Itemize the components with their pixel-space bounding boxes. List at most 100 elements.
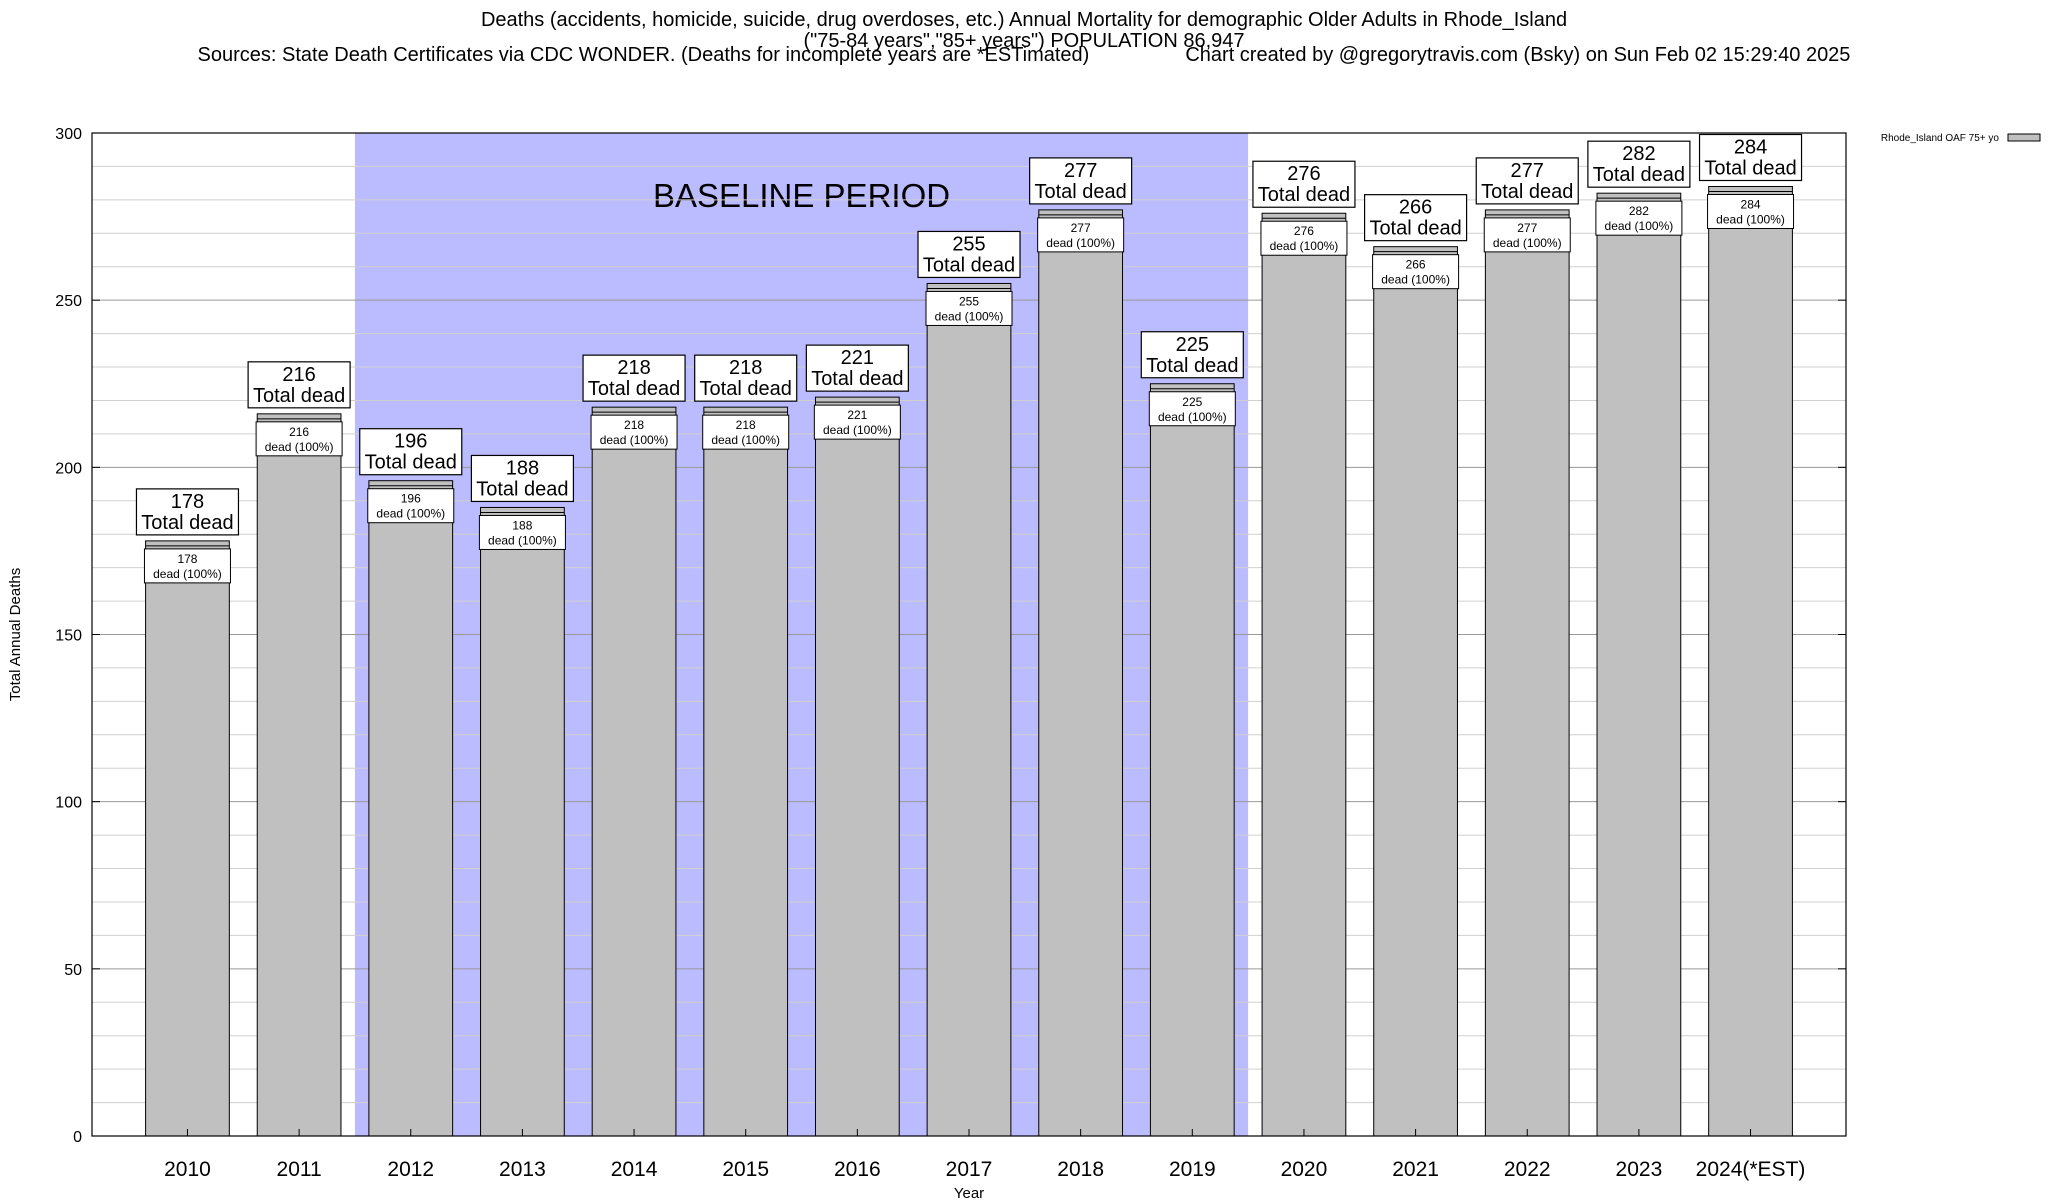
inner-percent-label: dead (100%) [1158,410,1227,424]
legend-swatch [2007,133,2041,142]
inner-percent-label: dead (100%) [935,309,1004,323]
total-dead-label: Total dead [1258,184,1350,206]
bar [814,396,900,1137]
chart-sources: Sources: State Death Certificates via CD… [197,44,1090,66]
bar [1708,185,1793,1137]
inner-percent-label: dead (100%) [1046,236,1115,250]
total-label-box [1252,160,1356,208]
total-dead-label: Total dead [1704,157,1796,179]
category-label: 2010 [164,1158,211,1181]
category-label: 2015 [722,1158,769,1181]
inner-percent-label: dead (100%) [1270,239,1339,253]
total-dead-label: Total dead [588,378,680,400]
inner-percent-label: dead (100%) [153,567,222,581]
inner-label-box [590,414,678,450]
bar [926,282,1012,1137]
total-label-box [1140,331,1244,379]
total-value-label: 277 [1511,160,1544,182]
bar [145,540,230,1137]
total-value-label: 277 [1064,160,1097,182]
total-value-label: 178 [171,491,204,513]
inner-value-label: 277 [1071,221,1091,235]
category-label: 2018 [1057,1158,1104,1181]
inner-value-label: 196 [401,492,421,506]
chart-header: Deaths (accidents, homicide, suicide, dr… [0,10,2048,52]
total-dead-label: Total dead [476,478,568,500]
inner-label-box [143,548,231,584]
bar [1038,209,1124,1137]
inner-percent-label: dead (100%) [1605,219,1674,233]
category-label: 2022 [1504,1158,1551,1181]
inner-value-label: 218 [624,418,644,432]
category-label: 2017 [946,1158,993,1181]
inner-label-box [813,404,901,440]
total-dead-label: Total dead [141,512,233,534]
total-label-box [582,354,686,402]
bar [368,480,454,1137]
inner-value-label: 266 [1406,258,1426,272]
category-label: 2016 [834,1158,881,1181]
bar [1149,383,1235,1137]
bar [1596,192,1682,1137]
inner-label-box [1372,254,1460,290]
y-tick-label: 300 [55,126,82,143]
total-value-label: 218 [729,357,762,379]
category-label: 2014 [611,1158,658,1181]
inner-percent-label: dead (100%) [1381,273,1450,287]
chart-subtitle: ("75-84 years","85+ years") POPULATION 8… [803,30,1245,52]
total-dead-label: Total dead [1481,181,1573,203]
total-dead-label: Total dead [1035,181,1127,203]
inner-value-label: 282 [1629,204,1649,218]
total-value-label: 218 [617,357,650,379]
inner-value-label: 255 [959,294,979,308]
total-value-label: 266 [1399,197,1432,219]
inner-label-box [367,488,455,524]
total-label-box [1029,157,1133,205]
inner-label-box [478,514,566,550]
inner-label-box [1483,217,1571,253]
inner-value-label: 221 [847,408,867,422]
y-tick-label: 250 [55,293,82,310]
y-tick-label: 50 [64,962,82,979]
category-label: 2012 [387,1158,434,1181]
total-label-box [1363,194,1468,242]
y-tick-label: 150 [55,628,82,645]
inner-value-label: 216 [289,425,309,439]
inner-label-box [1707,193,1795,229]
total-value-label: 255 [952,233,985,255]
inner-value-label: 218 [736,418,756,432]
total-dead-label: Total dead [923,254,1015,276]
total-label-box [470,454,575,503]
total-value-label: 221 [841,347,874,369]
total-value-label: 216 [282,364,315,386]
total-value-label: 276 [1287,163,1320,185]
inner-percent-label: dead (100%) [1493,236,1562,250]
category-label: 2019 [1169,1158,1216,1181]
bar [1373,246,1458,1137]
category-label: 2020 [1281,1158,1328,1181]
inner-value-label: 277 [1517,221,1537,235]
inner-percent-label: dead (100%) [488,533,557,547]
total-label-box [1698,133,1803,182]
total-dead-label: Total dead [700,378,792,400]
inner-label-box [1260,220,1348,256]
total-dead-label: Total dead [253,385,345,407]
total-label-box [917,230,1021,279]
bar [256,413,342,1137]
total-value-label: 196 [394,431,427,453]
bar [480,506,565,1137]
total-dead-label: Total dead [1146,355,1238,377]
inner-percent-label: dead (100%) [265,440,334,454]
inner-label-box [1037,217,1125,253]
inner-percent-label: dead (100%) [1716,212,1785,226]
inner-value-label: 276 [1294,224,1314,238]
total-label-box [1587,140,1691,188]
bar [703,406,789,1137]
total-label-box [1475,157,1579,205]
inner-label-box [925,290,1013,326]
total-label-box [135,488,240,536]
legend-label: Rhode_Island OAF 75+ yo [1881,133,2000,144]
category-label: 2011 [277,1158,322,1181]
